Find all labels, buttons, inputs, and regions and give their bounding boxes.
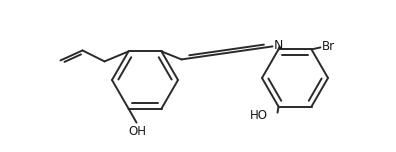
- Text: HO: HO: [249, 109, 268, 122]
- Text: OH: OH: [128, 125, 147, 138]
- Text: N: N: [274, 39, 283, 52]
- Text: Br: Br: [322, 40, 335, 53]
